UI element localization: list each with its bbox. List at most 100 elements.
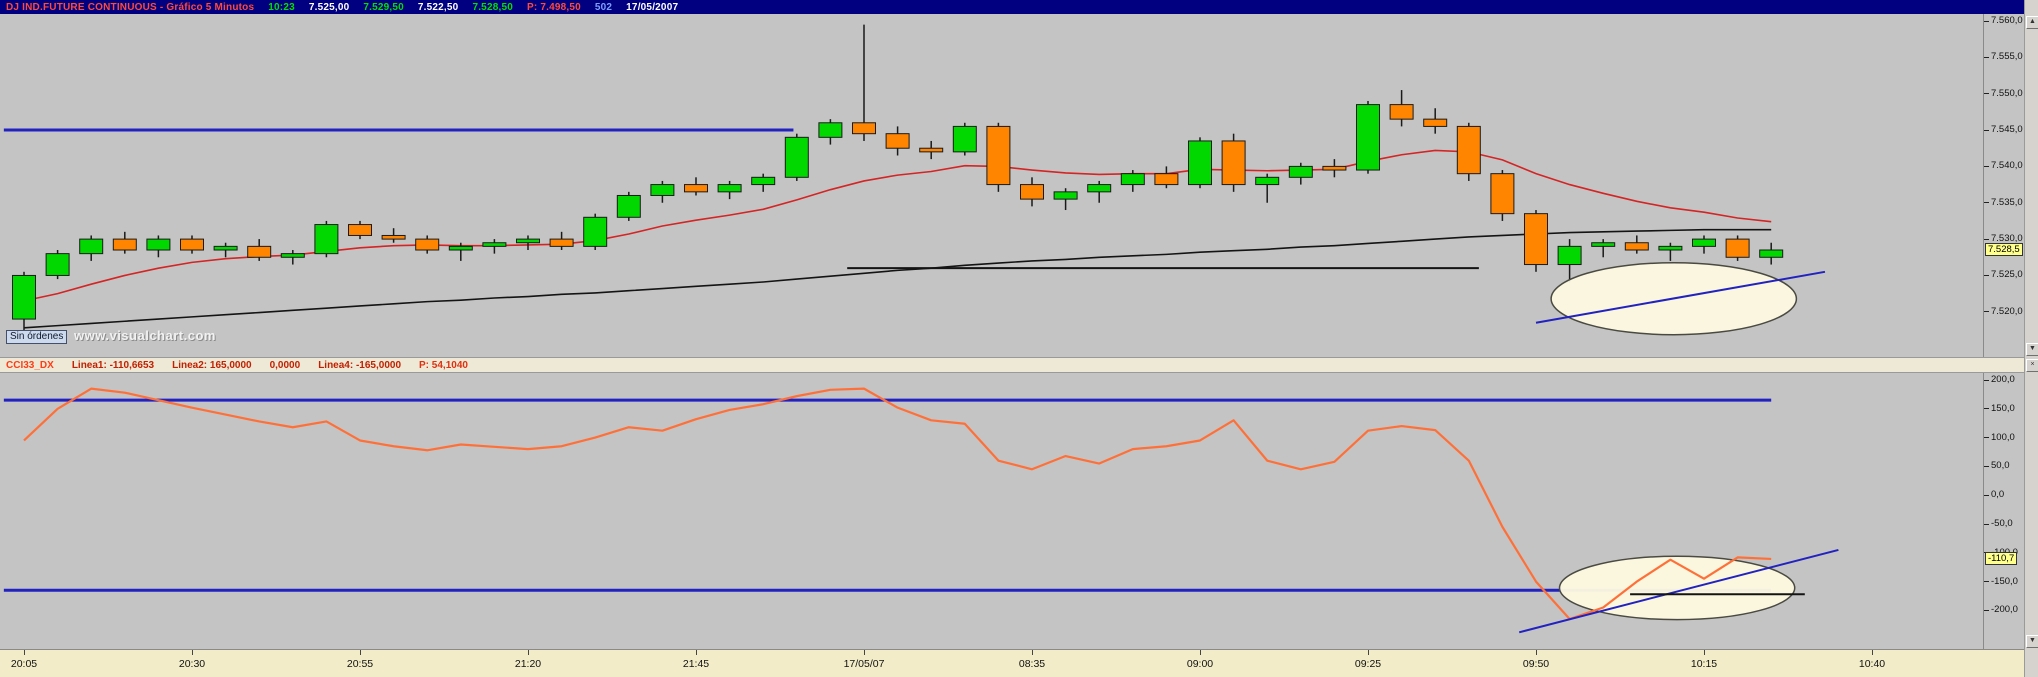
candle-up	[1557, 245, 1582, 266]
axis-tick-mark	[1984, 494, 1989, 496]
axis-tick-mark	[1984, 93, 1989, 95]
window-title-bar[interactable]: DJ IND.FUTURE CONTINUOUS - Gráfico 5 Min…	[0, 0, 2038, 14]
indicator-header-segment: Linea1: -110,6653	[71, 359, 155, 371]
visualchart-watermark: www.visualchart.com	[74, 328, 216, 343]
scroll-up-button[interactable]: ▲	[2026, 16, 2038, 29]
candle-up	[1658, 245, 1683, 251]
candle-up	[1087, 184, 1112, 193]
trend-line	[1518, 548, 1839, 634]
candle-down	[549, 238, 574, 247]
candle-up	[1356, 104, 1380, 171]
candle-up	[1692, 238, 1716, 247]
price-chart-panel[interactable]: Sin órdenes www.visualchart.com	[0, 14, 1983, 357]
axis-tick-mark	[1984, 311, 1989, 313]
candle-down	[348, 224, 372, 236]
candle-up	[784, 136, 809, 178]
axis-tick-mark	[1984, 56, 1989, 58]
axis-tick-mark	[1984, 20, 1989, 22]
indicator-header-bar[interactable]: CCI33_DX Linea1: -110,6653 Linea2: 165,000…	[0, 357, 2024, 373]
last-value-badge: 7.528,5	[1985, 243, 2023, 256]
right-scroll-strip[interactable]: ▲ ▼ × ▼	[2024, 0, 2038, 677]
candle-down	[381, 234, 406, 240]
candle-down	[919, 147, 944, 153]
candle-down	[1624, 242, 1649, 251]
time-axis[interactable]: 20:05 20:30 20:55 21:20 21:45 17/05/07 08:35 09…	[0, 649, 2024, 677]
price-chart-canvas[interactable]	[0, 14, 1983, 357]
candle-up	[1288, 165, 1313, 178]
time-tick-mark	[24, 650, 25, 655]
candle-up	[751, 176, 776, 186]
candle-up	[482, 242, 507, 247]
candle-down	[1423, 118, 1448, 127]
candle-up	[952, 125, 977, 153]
axis-tick-label: 7.535,0	[1991, 196, 2023, 208]
time-tick-label: 08:35	[1018, 658, 1046, 670]
candle-down	[1456, 125, 1481, 175]
axis-tick-label: 200,0	[1991, 374, 2015, 385]
title-segment: 7.522,50	[417, 1, 459, 13]
candle-up	[146, 238, 171, 251]
axis-tick-label: 100,0	[1991, 431, 2015, 443]
axis-tick-label: 7.550,0	[1991, 87, 2023, 99]
candle-up	[583, 216, 608, 247]
axis-tick-label: -50,0	[1991, 518, 2013, 529]
indicator-chart-canvas[interactable]	[0, 373, 1983, 649]
axis-tick-mark	[1984, 523, 1989, 525]
candle-up	[1255, 176, 1280, 186]
axis-tick-mark	[1984, 129, 1989, 131]
time-tick-mark	[1872, 650, 1873, 655]
axis-tick-mark	[1984, 202, 1989, 204]
axis-tick-mark	[1984, 408, 1989, 410]
candle-up	[1591, 242, 1616, 247]
time-tick-label: 20:55	[346, 658, 374, 670]
candle-down	[1322, 165, 1347, 171]
candle-down	[1725, 238, 1750, 258]
last-value-badge: -110,7	[1985, 551, 2018, 565]
time-tick-mark	[1536, 650, 1537, 655]
time-tick-label: 17/05/07	[843, 658, 885, 670]
candle-down	[1020, 184, 1044, 200]
candle-down	[1154, 173, 1179, 186]
indicator-chart-panel[interactable]	[0, 373, 1983, 649]
title-segment: 10:23	[268, 1, 295, 13]
time-tick-mark	[1200, 650, 1201, 655]
indicator-header-segment: P: 54,1040	[419, 359, 468, 371]
close-indicator-button[interactable]: ×	[2026, 359, 2038, 372]
indicator-axis[interactable]: 200,0150,0100,050,00,0-50,0-100,0-150,0-…	[1983, 373, 2024, 649]
price-axis[interactable]: 7.560,0 7.555,0 7.550,0 7.545,0 7.540,0 7.535…	[1983, 14, 2024, 357]
candle-up	[280, 253, 305, 258]
slow-moving-average-line	[23, 228, 1772, 329]
axis-tick-mark	[1984, 238, 1989, 240]
candle-down	[684, 184, 708, 193]
axis-tick-label: -150,0	[1991, 575, 2018, 587]
time-tick-mark	[528, 650, 529, 655]
trend-line	[1535, 270, 1826, 324]
candle-down	[180, 238, 204, 251]
time-tick-label: 21:45	[682, 658, 710, 670]
no-orders-chip[interactable]: Sin órdenes	[6, 330, 68, 344]
title-segment: 7.525,00	[308, 1, 350, 13]
candle-up	[79, 238, 104, 255]
axis-tick-label: 7.520,0	[1991, 305, 2023, 317]
candle-up	[650, 184, 675, 196]
candle-down	[986, 125, 1011, 186]
candle-down	[1389, 104, 1414, 120]
candle-up	[213, 245, 238, 251]
candle-up	[1759, 249, 1784, 258]
candle-down	[852, 122, 876, 135]
axis-tick-label: 7.530,0	[1991, 233, 2023, 245]
title-segment: 7.529,50	[363, 1, 404, 13]
axis-tick-mark	[1984, 581, 1989, 583]
time-tick-label: 09:50	[1522, 658, 1550, 670]
candle-up	[1188, 140, 1212, 186]
candle-down	[1524, 213, 1548, 266]
cci-line	[23, 387, 1772, 621]
axis-tick-mark	[1984, 379, 1989, 381]
time-tick-mark	[864, 650, 865, 655]
candle-up	[314, 224, 339, 255]
time-tick-mark	[1368, 650, 1369, 655]
candle-up	[516, 238, 540, 244]
scroll-down-button[interactable]: ▼	[2026, 343, 2038, 356]
indicator-header-segment: CCI33_DX	[6, 359, 54, 371]
scroll-down-button-2[interactable]: ▼	[2026, 635, 2038, 648]
